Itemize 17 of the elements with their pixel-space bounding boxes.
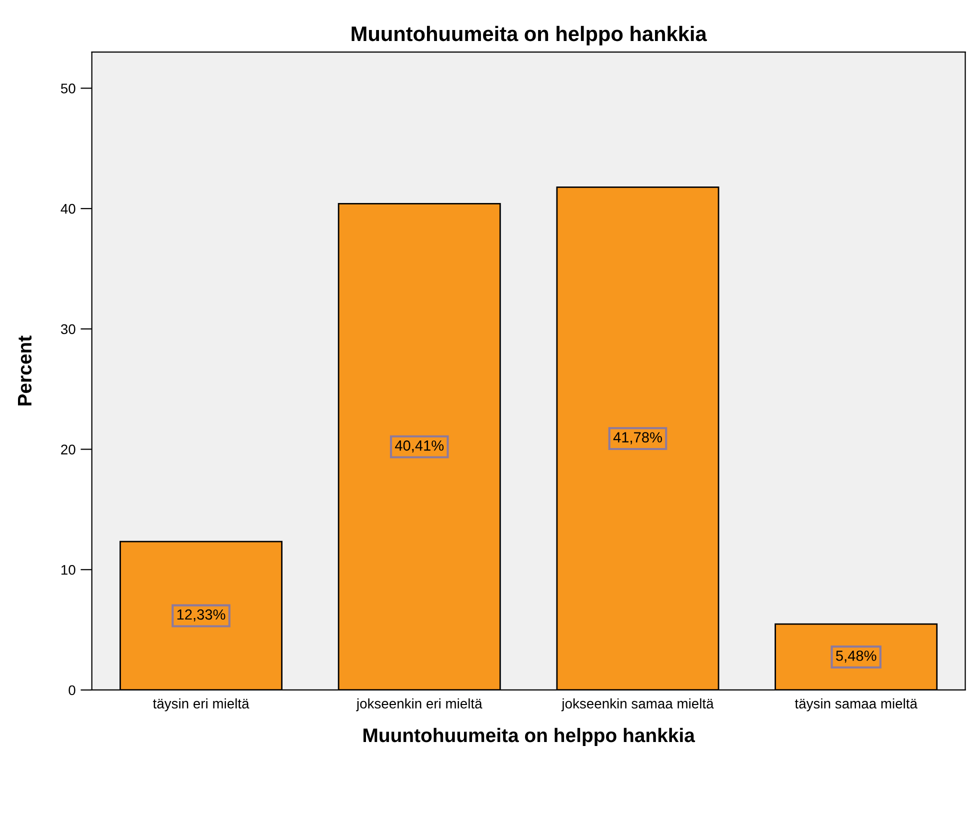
x-tick-label: täysin eri mieltä bbox=[152, 698, 250, 712]
x-tick-label: täysin samaa mieltä bbox=[794, 698, 918, 712]
y-tick-label: 0 bbox=[68, 685, 76, 696]
y-tick-label: 10 bbox=[61, 564, 76, 575]
data-label: 5,48% bbox=[836, 650, 876, 663]
chart-title: Muuntohuumeita on helppo hankkia bbox=[352, 26, 707, 46]
y-axis-title: Percent bbox=[18, 336, 32, 406]
data-label: 12,33% bbox=[177, 609, 226, 622]
y-tick-label: 20 bbox=[61, 444, 76, 454]
y-tick-label: 30 bbox=[60, 324, 76, 334]
data-label: 41,78% bbox=[613, 432, 662, 444]
data-label: 40,41% bbox=[394, 440, 444, 452]
y-tick-label: 50 bbox=[60, 84, 76, 94]
y-tick-label: 40 bbox=[60, 204, 76, 214]
x-axis-title: Muuntohuumeita on helppo hankkia bbox=[364, 728, 696, 746]
x-tick-label: jokseenkin samaa mieltä bbox=[561, 698, 714, 712]
x-tick-label: jokseenkin eri mieltä bbox=[356, 698, 482, 712]
